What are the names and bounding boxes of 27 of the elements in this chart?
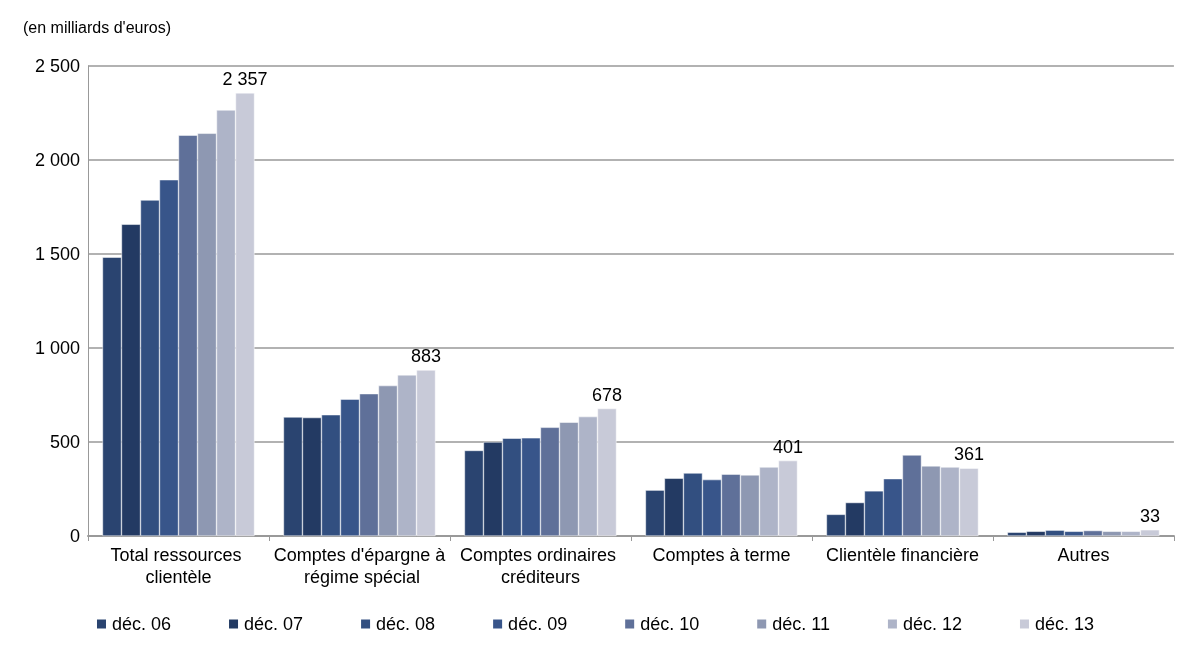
x-tick-label: Comptes à terme (652, 545, 791, 565)
y-tick-label: 500 (49, 432, 80, 452)
y-axis-title: (en milliards d'euros) (23, 18, 171, 36)
data-label: 33 (1139, 505, 1160, 526)
legend-label: déc. 10 (640, 614, 700, 634)
y-tick-label: 2 500 (34, 56, 80, 76)
legend-label: déc. 08 (376, 614, 436, 634)
legend-label: déc. 07 (244, 614, 304, 634)
legend-label: déc. 12 (902, 614, 962, 634)
data-label: 401 (772, 436, 803, 457)
y-tick-label: 1 500 (34, 244, 80, 264)
legend-label: déc. 09 (508, 614, 568, 634)
data-label: 883 (410, 346, 442, 366)
x-tick-label: Comptes ordinaires créditeurs (459, 545, 621, 587)
data-label: 678 (591, 384, 622, 405)
y-tick-label: 1 000 (34, 338, 80, 358)
legend-label: déc. 06 (111, 614, 172, 634)
legend-label: déc. 11 (772, 614, 830, 634)
y-tick-label: 2 000 (34, 150, 80, 170)
legend-label: déc. 13 (1034, 614, 1095, 634)
x-tick-label: Clientèle financière (825, 545, 979, 565)
data-label: 2 357 (222, 68, 268, 89)
y-tick-label: 0 (69, 526, 80, 546)
x-tick-label: Total ressources clientèle (110, 545, 247, 587)
x-tick-label: Autres (1057, 545, 1110, 565)
x-tick-label: Comptes d'épargne à régime spécial (273, 545, 447, 587)
data-label: 361 (953, 444, 984, 465)
